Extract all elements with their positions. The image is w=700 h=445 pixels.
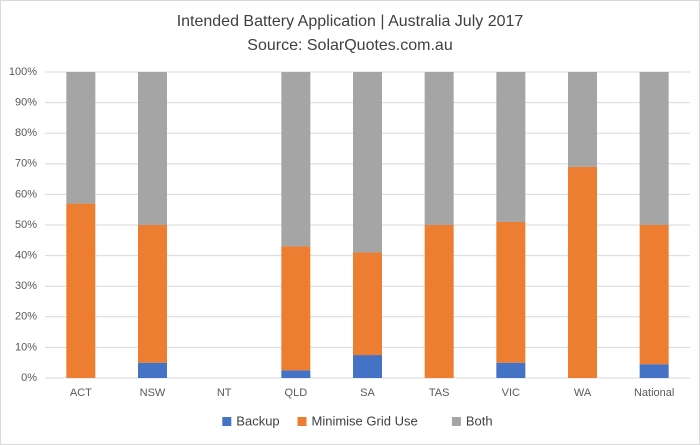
legend-swatch — [451, 417, 461, 426]
bar-segment — [138, 362, 167, 378]
bar-segment — [66, 72, 96, 204]
x-tick-label: WA — [574, 387, 592, 399]
legend-label: Backup — [236, 413, 279, 428]
y-tick-label: 20% — [15, 311, 37, 323]
x-tick-label: ACT — [70, 387, 92, 399]
legend-swatch — [297, 417, 307, 426]
bar-segment — [424, 72, 454, 225]
chart-subtitle: Source: SolarQuotes.com.au — [247, 37, 452, 54]
y-tick-label: 30% — [15, 280, 37, 292]
y-tick-label: 10% — [15, 341, 37, 353]
legend-label: Minimise Grid Use — [312, 413, 418, 428]
bar-segment — [639, 225, 669, 365]
bar-segment — [568, 72, 597, 167]
chart-title: Intended Battery Application | Australia… — [177, 13, 524, 30]
y-tick-label: 50% — [15, 219, 37, 231]
bar-segment — [353, 72, 382, 253]
bar-segment — [568, 166, 597, 378]
legend-label: Both — [466, 413, 493, 428]
y-tick-label: 80% — [15, 127, 37, 139]
y-tick-label: 60% — [15, 188, 37, 200]
y-tick-label: 0% — [21, 372, 37, 384]
x-tick-label: QLD — [285, 387, 308, 399]
bar-segment — [496, 362, 526, 378]
x-tick-label: NT — [217, 387, 232, 399]
bar-segment — [281, 370, 311, 378]
x-tick-label: TAS — [429, 387, 450, 399]
x-tick-label: VIC — [502, 387, 520, 399]
x-tick-label: SA — [360, 387, 375, 399]
bar-segment — [639, 72, 669, 225]
bar-segment — [496, 72, 526, 222]
bar-segment — [496, 221, 526, 363]
bar-segment — [138, 225, 167, 363]
y-tick-label: 40% — [15, 250, 37, 262]
bar-segment — [424, 225, 454, 378]
x-tick-label: National — [634, 387, 674, 399]
bar-segment — [66, 203, 96, 378]
bar-segment — [281, 246, 311, 371]
bar-segment — [353, 252, 382, 356]
bar-segment — [353, 355, 382, 378]
bar-segment — [281, 72, 311, 247]
y-tick-label: 70% — [15, 158, 37, 170]
y-tick-label: 90% — [15, 97, 37, 109]
legend-swatch — [222, 417, 232, 426]
bar-segment — [138, 72, 167, 225]
bar-segment — [639, 364, 669, 378]
x-tick-label: NSW — [140, 387, 166, 399]
y-tick-label: 100% — [9, 66, 37, 78]
